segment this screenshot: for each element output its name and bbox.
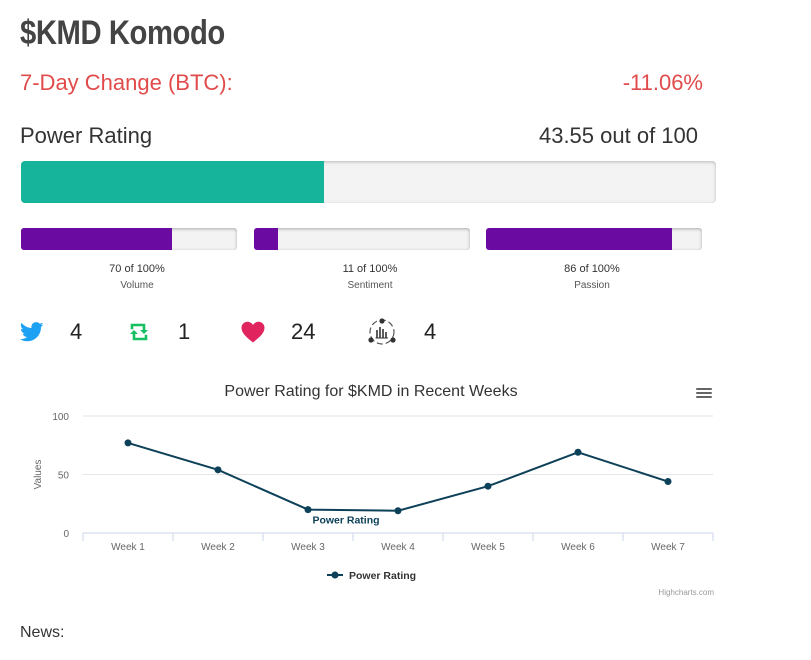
power-rating-bar-fill [21,161,324,203]
y-tick-label: 100 [52,412,69,423]
power-rating-label: Power Rating [20,123,153,148]
community-icon [368,318,396,345]
metric-volume-name: Volume [120,280,154,291]
x-tick-label: Week 3 [291,542,325,553]
retweet-count: 1 [178,319,191,344]
metric-passion-percent: 86 of 100% [564,263,620,275]
metric-passion-fill [486,228,672,250]
y-tick-label: 0 [63,529,69,540]
y-axis-label: Values [33,460,44,490]
menu-line [696,396,712,398]
metric-volume-fill [21,228,173,250]
social-twitter: 4 [20,314,82,350]
chart-title: Power Rating for $KMD in Recent Weeks [224,383,517,400]
twitter-count: 4 [70,319,83,344]
x-tick-label: Week 4 [381,542,415,553]
metric-sentiment-fill [254,228,278,250]
metric-sentiment-bar [254,228,470,250]
metric-sentiment-percent: 11 of 100% [342,263,398,275]
legend-marker [331,571,339,579]
data-point [574,448,582,456]
metric-volume-bar [21,228,237,250]
power-rating-chart: Power Rating for $KMD in Recent Weeks 0 50… [33,383,714,597]
data-point [214,466,222,474]
social-community: 4 [366,314,436,350]
data-point [394,507,402,515]
power-rating-value: 43.55 out of 100 [538,123,698,148]
menu-line [696,392,712,394]
data-point [664,478,672,486]
x-tick-label: Week 1 [111,542,145,553]
x-tick-label: Week 5 [471,542,505,553]
data-point [484,482,492,490]
metric-passion-name: Passion [574,280,610,291]
chart-menu-button[interactable] [694,386,714,402]
social-likes: 24 [241,314,315,350]
series-annotation: Power Rating [312,515,379,527]
page-title: $KMD Komodo [20,14,225,52]
metric-volume-percent: 70 of 100% [109,263,165,275]
x-tick-label: Week 7 [651,542,685,553]
menu-line [696,388,712,390]
legend-item-label: Power Rating [349,570,416,582]
x-tick-label: Week 2 [201,542,235,553]
data-point [124,439,132,447]
news-heading: News: [20,624,65,641]
metric-sentiment-name: Sentiment [347,280,393,291]
change-value: -11.06% [622,70,703,95]
change-label: 7-Day Change (BTC): [20,70,233,95]
series-line [127,441,669,512]
metric-passion-bar [486,228,702,250]
data-point [304,506,312,514]
y-tick-label: 50 [58,471,70,482]
social-retweet: 1 [128,314,190,350]
heart-icon [241,321,265,343]
twitter-icon [20,322,44,342]
community-count: 4 [424,319,437,344]
likes-count: 24 [291,319,316,344]
power-rating-bar [21,161,716,203]
retweet-icon [130,323,148,341]
x-tick-label: Week 6 [561,542,595,553]
chart-credits: Highcharts.com [658,588,714,597]
